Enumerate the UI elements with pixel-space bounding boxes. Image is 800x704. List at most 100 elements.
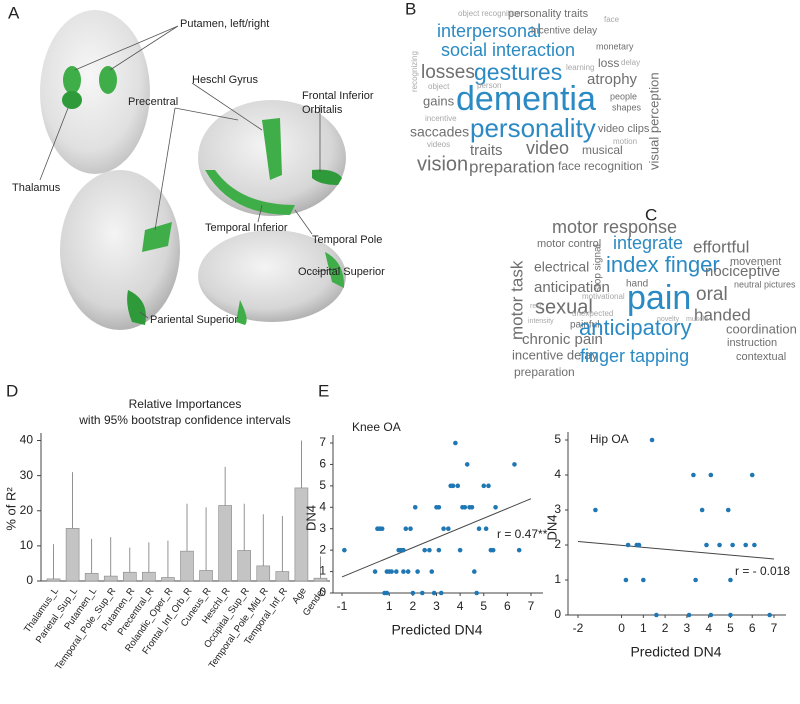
brain-label: Orbitalis (302, 104, 343, 116)
x-tick-label: 1 (386, 599, 393, 613)
x-tick-label: 3 (684, 621, 691, 635)
y-tick-label: 0 (554, 607, 561, 621)
point (476, 526, 482, 532)
y-tick-label: 5 (554, 432, 561, 446)
point (422, 547, 427, 553)
y-tick-label: 5 (319, 478, 326, 492)
fit-line (577, 541, 775, 560)
x-tick-label: 7 (528, 599, 535, 613)
point (384, 590, 390, 596)
x-tick-label: 5 (480, 599, 487, 613)
y-tick-label: 1 (319, 564, 326, 578)
word: sexual (535, 296, 593, 318)
bar (256, 565, 271, 582)
point (462, 504, 468, 510)
word: motor response (552, 217, 677, 237)
bar (103, 575, 118, 582)
word: incentive delay (512, 347, 598, 362)
word: dementia (456, 80, 596, 118)
point (394, 569, 399, 574)
x-tick-label: 3 (433, 599, 440, 613)
point (429, 569, 435, 574)
word: coordination (726, 321, 797, 336)
word: incentive (425, 114, 457, 123)
temporal-inferior-area (205, 170, 295, 215)
point (725, 507, 731, 513)
point (752, 542, 757, 548)
word: vision (417, 153, 468, 175)
y-tick-label: 6 (319, 457, 326, 471)
word: motion (613, 137, 637, 146)
x-tick-label: -1 (337, 599, 348, 613)
point (654, 612, 659, 618)
point (453, 440, 458, 446)
bar (275, 571, 290, 582)
y-tick-label: 20 (20, 503, 34, 517)
point (481, 483, 487, 489)
heschl-area (262, 118, 282, 180)
occipital-area (325, 252, 345, 288)
brain-label: Temporal Inferior (205, 222, 288, 234)
point (728, 577, 733, 583)
y-tick-label: 10 (20, 538, 34, 552)
point (704, 542, 709, 548)
panel-label: E (318, 381, 329, 400)
brain-renderings (39, 10, 346, 330)
word: integrate (613, 233, 683, 253)
word: contextual (736, 351, 786, 363)
word: neutral pictures (734, 279, 796, 289)
point (401, 547, 406, 553)
point (472, 569, 477, 574)
point (469, 504, 475, 510)
y-tick-label: 2 (554, 537, 561, 551)
brain-dorsal-small (40, 10, 150, 174)
point (686, 612, 692, 618)
brain-medial (198, 230, 346, 322)
fit-line (341, 498, 532, 578)
point (427, 547, 432, 553)
x-tick-label: -2 (573, 621, 584, 635)
point (450, 483, 456, 489)
word: gains (423, 93, 455, 108)
word: incentive delay (531, 26, 597, 37)
point (401, 569, 406, 574)
word: video (526, 138, 569, 158)
bar (65, 528, 80, 582)
precentral-area (142, 222, 172, 252)
word: stop signal (593, 244, 604, 292)
brain-label: Frontal Inferior (302, 90, 374, 102)
leader-lines (39, 25, 341, 319)
y-axis-label: % of R² (3, 487, 18, 531)
point (474, 590, 479, 596)
word: video clips (598, 123, 650, 135)
point (415, 569, 420, 574)
point (749, 472, 755, 478)
chart-title: Knee OA (352, 420, 401, 434)
point (408, 526, 413, 532)
word: face recognition (558, 159, 643, 173)
word: personality (470, 113, 596, 143)
brain-label: Thalamus (12, 182, 61, 194)
word: recognizing (410, 51, 419, 92)
putamen-left (63, 66, 81, 94)
point (389, 569, 394, 574)
y-axis-label: DN4 (303, 505, 318, 531)
brain-label: Heschl Gyrus (192, 74, 259, 86)
brain-dorsal-large (60, 170, 180, 330)
point (693, 577, 698, 583)
y-axis-label: DN4 (544, 514, 559, 540)
point (342, 547, 347, 553)
x-tick-label: 7 (771, 621, 778, 635)
brain-label: Temporal Pole (312, 234, 382, 246)
point (728, 612, 733, 618)
bar (199, 570, 213, 582)
word: effortful (693, 237, 749, 256)
temporal-pole-area (236, 300, 247, 325)
point (708, 472, 714, 478)
point (490, 547, 496, 553)
point (708, 612, 714, 618)
word: monetary (596, 41, 634, 51)
point (593, 507, 598, 513)
brain-label: Putamen, left/right (180, 18, 269, 30)
word: people (610, 91, 637, 101)
